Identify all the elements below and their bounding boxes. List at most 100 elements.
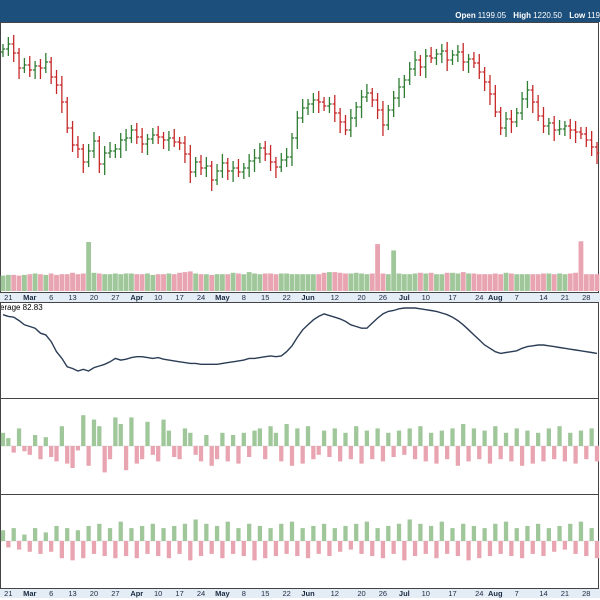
oscillator-1-bar (509, 446, 514, 462)
oscillator-1-bar (589, 428, 594, 446)
oscillator-1-bar (584, 446, 589, 460)
oscillator-2-bar (396, 523, 402, 541)
oscillator-1-bar (204, 435, 209, 446)
oscillator-1-bar (466, 446, 471, 462)
volume-bar (289, 274, 295, 291)
price-axis-tick-label: Jun (301, 293, 315, 302)
oscillator-1-bar (439, 430, 444, 446)
volume-bar (407, 274, 413, 291)
oscillator-2-bar (311, 525, 316, 541)
volume-bar (396, 273, 402, 291)
volume-bar (102, 274, 108, 291)
oscillator-1-bar (91, 419, 97, 446)
oscillator-2-bar (188, 541, 193, 561)
oscillator-1-bar (81, 415, 86, 446)
oscillator-1-bar (450, 428, 455, 446)
oscillator-1-bar (477, 446, 482, 460)
oscillator-2-bar (49, 541, 54, 552)
volume-bar (332, 272, 338, 291)
oscillator-2-bar (498, 541, 503, 554)
volume-bar (498, 274, 504, 291)
volume-bar (460, 272, 466, 291)
price-axis-tick-label: Jul (399, 293, 410, 302)
oscillator-1-bar (16, 428, 22, 446)
volume-bar (38, 274, 43, 291)
oscillator-2-bar (514, 528, 519, 541)
volume-bar (343, 273, 348, 291)
oscillator-2-bar (519, 541, 525, 559)
volume-bar (321, 272, 327, 291)
oscillator-2-bar (59, 541, 65, 559)
oscillator-1-bar (503, 432, 509, 446)
oscillator-2-bar (32, 528, 38, 541)
oscillator-1-bar (236, 446, 241, 464)
oscillator-2-bar (81, 541, 86, 559)
oscillator-1-bar (0, 432, 6, 446)
oscillator-2-bar (70, 541, 75, 561)
oscillator-2-bar (434, 541, 439, 559)
oscillator-1-bar (423, 446, 428, 462)
oscillator-2-bar (482, 528, 487, 541)
oscillator-2-bar (332, 528, 337, 541)
oscillator-1-bar (11, 446, 16, 453)
oscillator-2-bar (166, 541, 172, 559)
volume-bar (129, 273, 134, 291)
volume-bar (257, 274, 263, 291)
bottom-date-axis (0, 588, 600, 598)
oscillator-1-bar (316, 446, 321, 455)
bottom-axis-tick-label: 8 (242, 589, 246, 598)
oscillator-2-bar (509, 541, 514, 557)
price-axis-tick-label: Aug (488, 293, 503, 302)
oscillator-2-bar (118, 521, 123, 541)
bottom-axis-tick-label: 21 (4, 589, 12, 598)
volume-bar (171, 274, 177, 291)
oscillator-1-bar (263, 446, 268, 460)
oscillator-2-bar (466, 541, 471, 561)
oscillator-1-bar (327, 446, 332, 457)
volume-bar (535, 274, 541, 291)
oscillator-1-bar (386, 432, 391, 446)
volume-bar (310, 274, 316, 291)
oscillator-2-bar (6, 541, 11, 548)
bottom-axis-tick-label: 28 (582, 589, 590, 598)
oscillator-1-bar (359, 446, 364, 464)
price-axis-tick-label: 14 (539, 293, 547, 302)
volume-bar (562, 274, 568, 291)
oscillator-2-bar (134, 541, 139, 559)
volume-bar (423, 273, 429, 291)
oscillator-1-bar (311, 446, 316, 460)
volume-bar (278, 273, 284, 291)
oscillator-1-bar (97, 426, 102, 446)
volume-bar (541, 273, 546, 291)
oscillator-2-bar (300, 528, 305, 541)
volume-bar (219, 274, 225, 291)
oscillator-2-bar (327, 541, 332, 557)
volume-bar (401, 274, 407, 291)
bottom-axis-tick-label: 10 (154, 589, 162, 598)
volume-bar (155, 274, 161, 291)
oscillator-2-bar (161, 528, 166, 541)
oscillator-2-bar (295, 541, 300, 557)
open-label: Open (455, 11, 476, 20)
oscillator-2-bar (321, 523, 327, 541)
volume-bar (145, 273, 150, 291)
volume-bar (305, 274, 311, 291)
bottom-axis-tick-label: 17 (448, 589, 456, 598)
oscillator-2-bar (487, 541, 493, 557)
volume-bar (80, 273, 86, 291)
oscillator-2-bar (65, 528, 70, 541)
oscillator-2-bar (145, 541, 150, 554)
bottom-axis-tick-label: 6 (49, 589, 53, 598)
volume-bar (70, 272, 75, 291)
oscillator-1-bar (188, 432, 193, 446)
oscillator-2-bar (268, 528, 273, 541)
oscillator-1-bar (107, 446, 113, 460)
oscillator-1-bar (498, 446, 503, 460)
volume-bar (476, 274, 482, 291)
oscillator-1-bar (332, 428, 337, 446)
moving-average-line (2, 307, 598, 372)
volume-bar (294, 274, 300, 291)
volume-bar (359, 273, 364, 291)
volume-bar (150, 274, 156, 291)
volume-bar (64, 274, 70, 291)
